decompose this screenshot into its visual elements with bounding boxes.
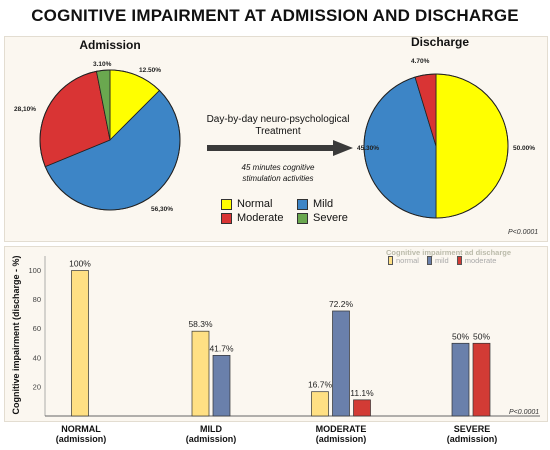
- bar-moderate-normal: [311, 391, 329, 417]
- legend-mild-swatch: [297, 198, 308, 210]
- bottom-p-value: P<0.0001: [509, 409, 540, 416]
- category-normal-sub: (admission): [55, 434, 107, 444]
- top-p-value: P<0.0001: [508, 229, 539, 236]
- legend-moderate-label: Moderate: [237, 212, 284, 224]
- bar-legend-moderate-label: moderate: [464, 256, 497, 265]
- y-tick-40: 40: [33, 353, 41, 362]
- right-arrow-icon: [207, 140, 353, 156]
- bar-mild-mild: [212, 354, 231, 417]
- discharge-pie-title: Discharge: [410, 35, 470, 49]
- category-mild-name: MILD: [200, 424, 222, 434]
- category-severe-name: SEVERE: [453, 424, 491, 434]
- bar-label-moderate-moderate: 11.1%: [350, 388, 374, 398]
- bar-label-severe-mild: 50%: [452, 331, 469, 341]
- treatment-line-1: Day-by-day neuro-psychological: [206, 114, 350, 125]
- pie1-value-label-moderate: 4.70%: [411, 58, 430, 65]
- category-moderate-sub: (admission): [315, 434, 367, 444]
- legend-severe-label: Severe: [313, 212, 348, 224]
- bar-label-moderate-normal: 16.7%: [308, 380, 333, 390]
- bar-legend-normal: normal: [388, 256, 419, 265]
- pie0-value-label-normal: 12.50%: [139, 67, 161, 74]
- bar-normal-normal: [71, 270, 89, 417]
- bar-legend: normal mild moderate: [388, 256, 504, 265]
- bar-legend-title: Cognitive impairment ad discharge: [386, 248, 512, 257]
- category-moderate-name: MODERATE: [315, 424, 367, 434]
- pie1-value-label-mild: 45.30%: [357, 145, 379, 152]
- bar-label-mild-normal: 58.3%: [188, 319, 213, 329]
- bar-legend-mild-swatch: [426, 256, 432, 265]
- bar-severe-mild: [451, 342, 470, 417]
- bar-legend-mild-label: mild: [434, 256, 449, 265]
- category-label-severe: SEVERE (admission): [437, 424, 507, 444]
- bar-moderate-moderate: [353, 399, 371, 417]
- legend-normal: Normal: [221, 198, 272, 210]
- bar-legend-moderate-swatch: [456, 256, 462, 265]
- treatment-line-2: Treatment: [255, 126, 301, 137]
- pie0-value-label-moderate: 28,10%: [14, 106, 36, 113]
- legend-severe: Severe: [297, 212, 348, 224]
- bar-moderate-mild: [332, 310, 350, 417]
- category-label-mild: MILD (admission): [176, 424, 246, 444]
- legend-mild-label: Mild: [313, 198, 334, 210]
- y-tick-20: 20: [33, 382, 41, 391]
- legend-mild: Mild: [297, 198, 333, 210]
- category-normal-name: NORMAL: [61, 424, 101, 434]
- bar-legend-normal-swatch: [388, 256, 393, 265]
- legend-moderate-swatch: [221, 212, 232, 224]
- legend-normal-label: Normal: [237, 198, 273, 210]
- category-mild-sub: (admission): [185, 434, 237, 444]
- bar-legend-normal-label: normal: [396, 256, 419, 265]
- bar-legend-mild: mild: [426, 256, 449, 265]
- legend-severe-swatch: [297, 212, 308, 224]
- bar-legend-moderate: moderate: [456, 256, 497, 265]
- treatment-detail-2: stimulation activities: [242, 174, 314, 183]
- category-label-moderate: MODERATE (admission): [301, 424, 381, 444]
- bar-label-normal-normal: 100%: [69, 259, 91, 269]
- treatment-detail-1: 45 minutes cognitive: [241, 163, 315, 172]
- bar-severe-moderate: [472, 342, 491, 417]
- bar-label-severe-moderate: 50%: [473, 331, 490, 341]
- admission-pie-title: Admission: [79, 38, 141, 52]
- legend-normal-swatch: [221, 198, 232, 210]
- pie0-value-label-severe: 3.10%: [93, 61, 112, 68]
- bar-label-moderate-mild: 72.2%: [329, 299, 354, 309]
- y-tick-60: 60: [33, 324, 41, 333]
- pie1-value-label-normal: 50.00%: [513, 145, 535, 152]
- bar-label-mild-mild: 41.7%: [209, 343, 234, 353]
- category-severe-sub: (admission): [446, 434, 498, 444]
- y-tick-100: 100: [28, 266, 41, 275]
- category-label-normal: NORMAL (admission): [46, 424, 116, 444]
- bar-mild-normal: [191, 330, 210, 417]
- legend-moderate: Moderate: [221, 212, 283, 224]
- pie0-value-label-mild: 56,30%: [151, 206, 173, 213]
- y-tick-80: 80: [33, 295, 41, 304]
- main-title: COGNITIVE IMPAIRMENT AT ADMISSION AND DI…: [31, 6, 519, 25]
